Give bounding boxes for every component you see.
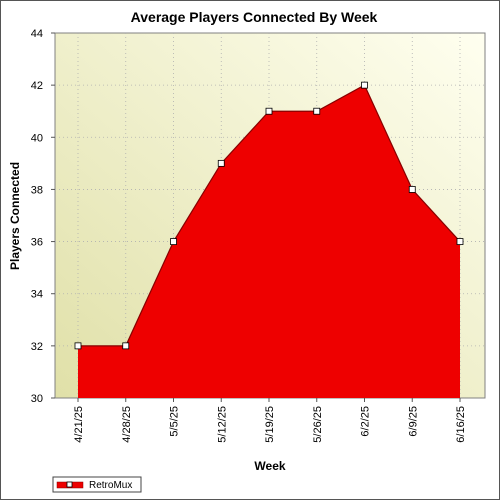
y-tick-label: 40 — [31, 132, 43, 144]
y-tick-label: 42 — [31, 80, 43, 92]
y-tick-label: 32 — [31, 341, 43, 353]
y-tick-label: 34 — [31, 289, 43, 301]
data-point-marker — [361, 81, 368, 89]
data-point-marker — [408, 186, 416, 193]
data-point-marker — [122, 342, 130, 350]
y-tick-label: 30 — [31, 393, 43, 405]
y-tick-label: 38 — [31, 184, 43, 196]
x-tick-label: 5/12/25 — [216, 406, 228, 443]
x-tick-label: 5/19/25 — [264, 406, 276, 443]
data-point-marker — [74, 342, 82, 350]
data-point-marker — [313, 107, 321, 115]
x-axis-ticks: 4/21/25 4/28/25 5/5/25 5/12/25 5/19/25 5/26/2… — [73, 398, 467, 443]
series-markers — [74, 81, 464, 350]
legend: RetroMux — [52, 476, 142, 493]
x-tick-label: 4/21/25 — [73, 406, 85, 443]
data-point-marker — [170, 238, 177, 245]
x-tick-label: 6/16/25 — [455, 406, 467, 443]
series-area-fill — [78, 85, 460, 399]
y-tick-label: 36 — [31, 237, 43, 249]
x-tick-label: 5/5/25 — [169, 406, 181, 437]
data-point-marker — [217, 159, 225, 167]
x-axis-label: Week — [254, 459, 285, 473]
chart-title: Average Players Connected By Week — [131, 9, 378, 25]
x-tick-label: 4/28/25 — [121, 406, 133, 443]
legend-marker — [66, 481, 73, 488]
x-tick-label: 5/26/25 — [312, 406, 324, 443]
y-tick-label: 44 — [31, 28, 43, 40]
y-axis-ticks: 30 32 34 36 38 40 42 44 — [31, 28, 55, 405]
x-tick-label: 6/9/25 — [407, 406, 419, 437]
data-point-marker — [456, 238, 464, 245]
y-axis-label: Players Connected — [8, 162, 22, 270]
x-tick-label: 6/2/25 — [360, 406, 372, 437]
legend-label: RetroMux — [89, 480, 132, 491]
data-point-marker — [265, 107, 273, 115]
